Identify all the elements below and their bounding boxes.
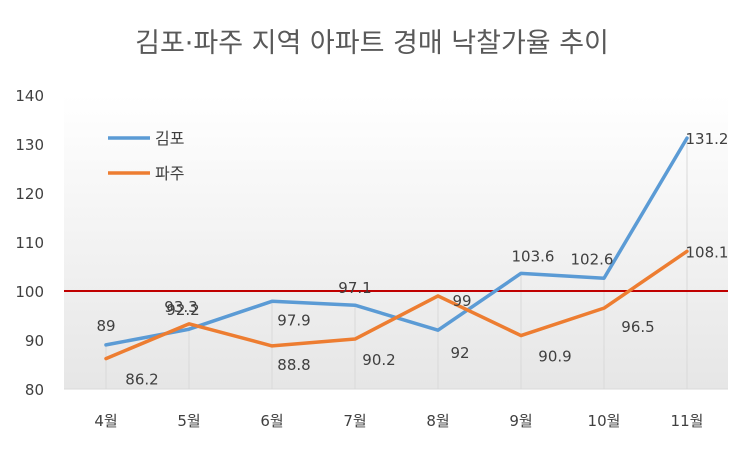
y-tick-label: 130	[15, 136, 44, 154]
y-axis-ticks: 80 90 100 110 120 130 140	[15, 87, 44, 399]
data-label: 99	[452, 292, 471, 310]
x-tick-label: 10월	[588, 412, 621, 430]
x-tick-label: 8월	[426, 412, 449, 430]
chart-title: 김포·파주 지역 아파트 경매 낙찰가율 추이	[135, 28, 609, 59]
legend-label: 김포	[155, 129, 184, 148]
x-tick-label: 7월	[343, 412, 366, 430]
y-tick-label: 120	[15, 185, 44, 203]
series-group	[104, 136, 689, 361]
data-label: 97.1	[338, 279, 371, 297]
y-tick-label: 90	[25, 332, 44, 350]
data-labels: 89 92.2 97.9 97.1 92 103.6 102.6 131.2 86.2 93.3 8…	[96, 130, 728, 389]
legend-label: 파주	[155, 164, 184, 183]
x-tick-label: 4월	[94, 412, 117, 430]
data-label: 103.6	[512, 247, 555, 265]
data-label: 89	[96, 317, 115, 335]
data-label: 108.1	[686, 243, 729, 261]
data-label: 131.2	[686, 130, 729, 148]
data-label: 90.2	[362, 351, 395, 369]
y-tick-label: 110	[15, 234, 44, 252]
x-axis-ticks: 4월 5월 6월 7월 8월 9월 10월 11월	[94, 412, 703, 430]
data-label: 86.2	[125, 371, 158, 389]
x-tick-label: 11월	[671, 412, 704, 430]
data-label: 96.5	[621, 318, 654, 336]
data-label: 88.8	[277, 356, 310, 374]
data-label: 92.2	[166, 301, 199, 319]
data-label: 102.6	[571, 250, 614, 268]
y-tick-label: 100	[15, 283, 44, 301]
data-label: 92	[450, 344, 469, 362]
series-line-1	[104, 249, 689, 361]
data-label: 93.3	[164, 298, 197, 316]
data-label: 90.9	[538, 348, 571, 366]
y-tick-label: 80	[25, 381, 44, 399]
y-tick-label: 140	[15, 87, 44, 105]
x-tick-label: 9월	[509, 412, 532, 430]
plot-background	[64, 95, 728, 389]
x-tick-label: 5월	[177, 412, 200, 430]
data-label: 97.9	[277, 311, 310, 329]
x-tick-label: 6월	[260, 412, 283, 430]
